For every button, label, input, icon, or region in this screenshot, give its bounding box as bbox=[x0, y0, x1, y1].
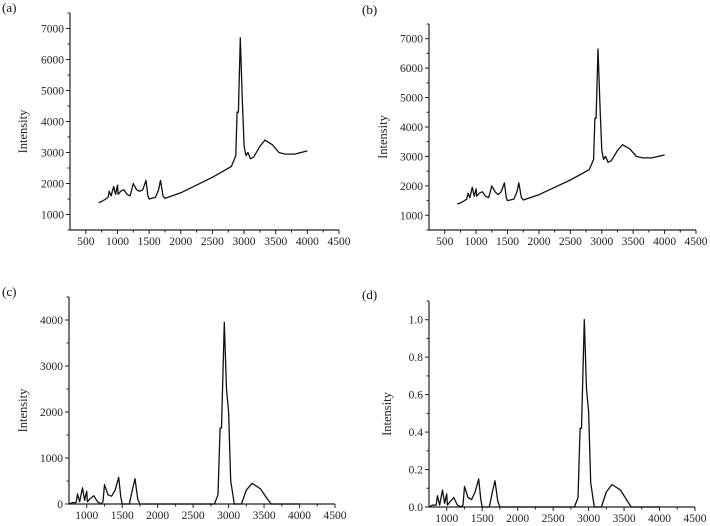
panel-label: (c) bbox=[2, 284, 16, 299]
y-tick-label: 0.0 bbox=[409, 502, 424, 514]
y-tick-label: 1000 bbox=[400, 210, 423, 222]
x-tick-label: 4000 bbox=[296, 236, 319, 248]
y-tick-label: 0.2 bbox=[409, 465, 424, 477]
x-tick-label: 2500 bbox=[182, 510, 205, 522]
x-tick-label: 2000 bbox=[506, 513, 529, 525]
chart-panel-a: (a) 500 1000 1500 2000 2500 3000 3500 4000 4500 10… bbox=[2, 0, 351, 248]
y-tick-label: 3000 bbox=[40, 361, 63, 373]
x-tick-label: 1500 bbox=[496, 236, 519, 248]
y-tick-label: 1000 bbox=[40, 453, 63, 465]
y-tick-label: 0.6 bbox=[409, 390, 424, 402]
y-axis-title: Intensity bbox=[380, 391, 394, 435]
x-tick-label: 1000 bbox=[435, 513, 458, 525]
y-axis-title: Intensity bbox=[376, 114, 390, 158]
x-tick-label: 3000 bbox=[577, 513, 600, 525]
x-tick-label: 3000 bbox=[233, 236, 256, 248]
x-tick-label: 3500 bbox=[253, 510, 276, 522]
panel-label: (a) bbox=[2, 0, 16, 15]
y-tick-label: 4000 bbox=[400, 122, 423, 134]
chart-panel-b: (b) 500 1000 1500 2000 2500 3000 3500 4000 4500 10… bbox=[362, 2, 708, 248]
x-tick-label: 1000 bbox=[465, 236, 488, 248]
spectrum-line bbox=[68, 321, 300, 505]
x-tick-label: 4000 bbox=[288, 510, 311, 522]
y-axis-title: Intensity bbox=[16, 388, 30, 432]
x-tick-label: 2000 bbox=[146, 510, 169, 522]
x-tick-label: 4000 bbox=[653, 236, 676, 248]
x-tick-label: 3000 bbox=[217, 510, 240, 522]
x-tick-label: 3500 bbox=[613, 513, 636, 525]
y-tick-label: 6000 bbox=[41, 55, 64, 67]
y-tick-label: 3000 bbox=[41, 148, 64, 160]
x-tick-label: 500 bbox=[77, 236, 95, 248]
y-tick-label: 5000 bbox=[41, 86, 64, 98]
y-tick-label: 2000 bbox=[41, 179, 64, 191]
spectrum-line bbox=[457, 48, 665, 205]
x-tick-label: 1000 bbox=[106, 236, 129, 248]
x-tick-label: 4500 bbox=[684, 513, 707, 525]
x-tick-label: 500 bbox=[436, 236, 454, 248]
y-tick-label: 0.4 bbox=[409, 427, 424, 439]
x-tick-label: 3500 bbox=[264, 236, 287, 248]
y-axis-title: Intensity bbox=[16, 109, 30, 153]
x-tick-label: 1000 bbox=[75, 510, 98, 522]
y-tick-label: 4000 bbox=[40, 315, 63, 327]
x-tick-label: 4000 bbox=[648, 513, 671, 525]
x-tick-label: 4500 bbox=[328, 236, 351, 248]
y-tick-label: 7000 bbox=[41, 24, 64, 36]
spectrum-line bbox=[428, 319, 660, 508]
x-tick-label: 1500 bbox=[138, 236, 161, 248]
x-tick-label: 2000 bbox=[169, 236, 192, 248]
x-tick-label: 4500 bbox=[324, 510, 347, 522]
x-tick-label: 1500 bbox=[471, 513, 494, 525]
y-tick-label: 1000 bbox=[41, 210, 64, 222]
x-tick-label: 2500 bbox=[201, 236, 224, 248]
y-tick-label: 6000 bbox=[400, 63, 423, 75]
chart-panel-c: (c) 1000 1500 2000 2500 3000 3500 4000 4500 0 1000… bbox=[2, 284, 347, 522]
y-tick-label: 7000 bbox=[400, 34, 423, 46]
spectrum-line bbox=[98, 37, 308, 204]
y-tick-label: 1.0 bbox=[409, 315, 424, 327]
y-tick-label: 5000 bbox=[400, 93, 423, 105]
y-tick-label: 0 bbox=[57, 499, 63, 511]
panel-label: (d) bbox=[362, 287, 377, 302]
y-tick-label: 3000 bbox=[400, 151, 423, 163]
y-tick-label: 0.8 bbox=[409, 352, 424, 364]
x-tick-label: 1500 bbox=[111, 510, 134, 522]
chart-panel-d: (d) 1000 1500 2000 2500 3000 3500 4000 4500 0.0 0.… bbox=[362, 287, 707, 525]
y-tick-label: 2000 bbox=[400, 181, 423, 193]
x-tick-label: 2500 bbox=[542, 513, 565, 525]
x-tick-label: 4500 bbox=[685, 236, 708, 248]
x-tick-label: 3000 bbox=[590, 236, 613, 248]
panel-label: (b) bbox=[362, 2, 377, 17]
x-tick-label: 3500 bbox=[622, 236, 645, 248]
y-tick-label: 4000 bbox=[41, 117, 64, 129]
y-tick-label: 2000 bbox=[40, 407, 63, 419]
x-tick-label: 2000 bbox=[527, 236, 550, 248]
x-tick-label: 2500 bbox=[559, 236, 582, 248]
